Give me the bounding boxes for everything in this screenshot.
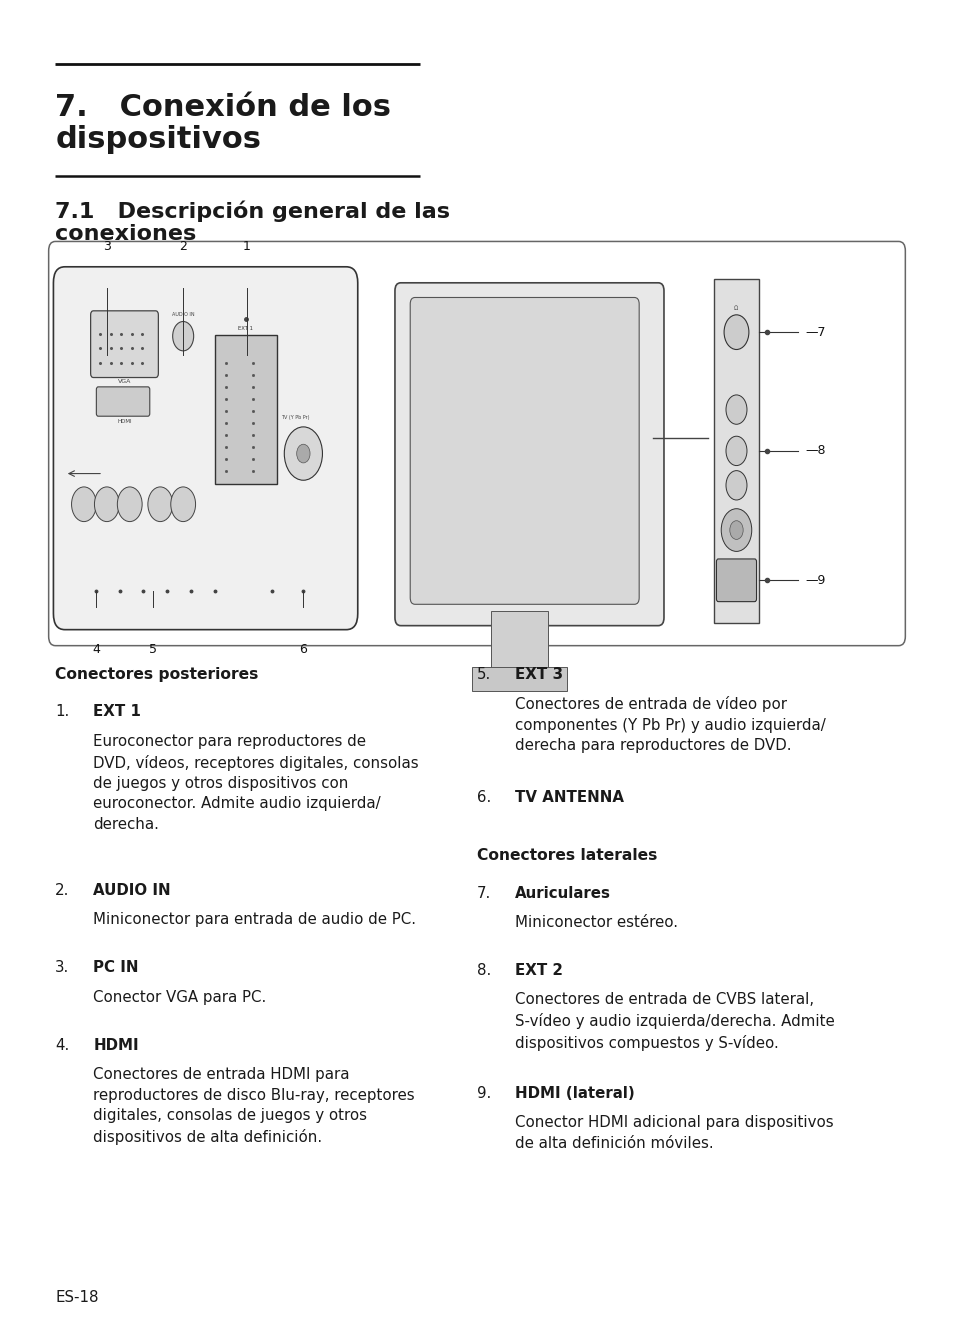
Text: 7.1   Descripción general de las
conexiones: 7.1 Descripción general de las conexione… <box>55 200 450 244</box>
Circle shape <box>284 427 322 480</box>
Text: Conectores de entrada HDMI para
reproductores de disco Blu-ray, receptores
digit: Conectores de entrada HDMI para reproduc… <box>93 1067 415 1145</box>
FancyBboxPatch shape <box>410 297 639 604</box>
Text: Conector HDMI adicional para dispositivos
de alta definición móviles.: Conector HDMI adicional para dispositivo… <box>515 1115 833 1151</box>
Bar <box>490 611 547 671</box>
Text: Conectores posteriores: Conectores posteriores <box>55 667 258 682</box>
Circle shape <box>729 520 742 539</box>
Circle shape <box>725 436 746 466</box>
Text: 1: 1 <box>243 240 251 253</box>
Bar <box>214 335 276 484</box>
Text: 6: 6 <box>299 643 307 656</box>
Text: 3: 3 <box>103 240 111 253</box>
Circle shape <box>171 487 195 522</box>
Text: HDMI (lateral): HDMI (lateral) <box>515 1086 635 1101</box>
FancyBboxPatch shape <box>395 283 663 626</box>
Text: 5.: 5. <box>476 667 491 682</box>
Text: Miniconector para entrada de audio de PC.: Miniconector para entrada de audio de PC… <box>93 912 416 927</box>
Text: TV (Y Pb Pr): TV (Y Pb Pr) <box>281 415 310 420</box>
Text: —8: —8 <box>804 444 824 458</box>
Text: 8.: 8. <box>476 963 491 978</box>
Text: AUDIO IN: AUDIO IN <box>93 883 171 898</box>
Text: 3.: 3. <box>55 960 70 975</box>
Circle shape <box>723 315 748 350</box>
Text: EXT 3: EXT 3 <box>515 667 562 682</box>
Text: VGA: VGA <box>117 379 132 384</box>
Text: 1.: 1. <box>55 704 70 719</box>
FancyBboxPatch shape <box>91 311 158 378</box>
FancyBboxPatch shape <box>49 241 904 646</box>
Circle shape <box>296 444 310 463</box>
Text: 2.: 2. <box>55 883 70 898</box>
Text: Conectores laterales: Conectores laterales <box>476 848 657 863</box>
Circle shape <box>725 471 746 500</box>
Text: 7.   Conexión de los
dispositivos: 7. Conexión de los dispositivos <box>55 93 391 155</box>
Text: AUDIO IN: AUDIO IN <box>172 312 194 317</box>
Circle shape <box>71 487 96 522</box>
Text: HDMI: HDMI <box>117 419 132 424</box>
Text: Ω: Ω <box>733 305 737 311</box>
Circle shape <box>725 395 746 424</box>
Text: HDMI: HDMI <box>93 1038 139 1053</box>
Text: 4.: 4. <box>55 1038 70 1053</box>
Text: Miniconector estéreo.: Miniconector estéreo. <box>515 915 678 930</box>
Text: Euroconector para reproductores de
DVD, vídeos, receptores digitales, consolas
d: Euroconector para reproductores de DVD, … <box>93 734 418 832</box>
Text: ES-18: ES-18 <box>55 1290 99 1305</box>
Text: Auriculares: Auriculares <box>515 886 611 900</box>
Circle shape <box>720 508 751 551</box>
Text: 2: 2 <box>179 240 187 253</box>
Text: Conector VGA para PC.: Conector VGA para PC. <box>93 990 267 1005</box>
Circle shape <box>172 321 193 351</box>
Bar <box>471 667 566 691</box>
Text: 5: 5 <box>149 643 156 656</box>
Text: Conectores de entrada de vídeo por
componentes (Y Pb Pr) y audio izquierda/
dere: Conectores de entrada de vídeo por compo… <box>515 696 825 754</box>
Text: Conectores de entrada de CVBS lateral,
S-vídeo y audio izquierda/derecha. Admite: Conectores de entrada de CVBS lateral, S… <box>515 992 834 1051</box>
Text: EXT 1: EXT 1 <box>238 325 253 331</box>
Text: TV ANTENNA: TV ANTENNA <box>515 790 623 804</box>
Text: PC IN: PC IN <box>93 960 139 975</box>
Text: 9.: 9. <box>476 1086 491 1101</box>
Text: 6.: 6. <box>476 790 491 804</box>
Text: EXT 1: EXT 1 <box>93 704 141 719</box>
Text: EXT 2: EXT 2 <box>515 963 562 978</box>
Text: —9: —9 <box>804 574 824 587</box>
FancyBboxPatch shape <box>96 387 150 416</box>
Bar <box>713 279 759 623</box>
Circle shape <box>117 487 142 522</box>
Circle shape <box>94 487 119 522</box>
FancyBboxPatch shape <box>716 559 756 602</box>
Text: —7: —7 <box>804 325 824 339</box>
FancyBboxPatch shape <box>53 267 357 630</box>
Text: 4: 4 <box>92 643 100 656</box>
Circle shape <box>148 487 172 522</box>
Text: 7.: 7. <box>476 886 491 900</box>
